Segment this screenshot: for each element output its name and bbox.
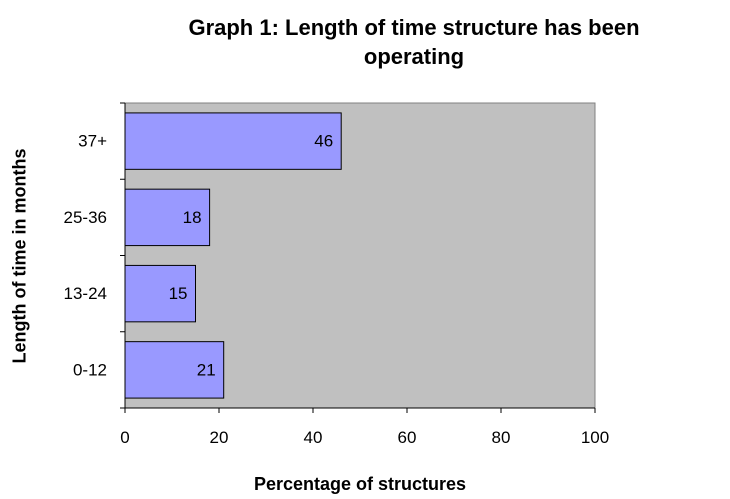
category-label-0-12: 0-12 xyxy=(73,360,107,379)
category-label-25-36: 25-36 xyxy=(64,208,107,227)
data-label-13-24: 15 xyxy=(169,284,188,303)
x-tick-label-0: 0 xyxy=(120,428,129,447)
chart-title: Graph 1: Length of time structure has be… xyxy=(98,13,730,71)
category-label-13-24: 13-24 xyxy=(64,284,107,303)
bar-13-24 xyxy=(124,264,196,323)
data-label-25-36: 18 xyxy=(183,208,202,227)
x-tick-label-60: 60 xyxy=(398,428,417,447)
bar-37+ xyxy=(124,112,342,170)
bar-25-36 xyxy=(124,188,211,247)
x-tick-label-40: 40 xyxy=(304,428,323,447)
x-tick-label-20: 20 xyxy=(210,428,229,447)
chart-title-line-2: operating xyxy=(363,44,465,69)
x-axis-label: Percentage of structures xyxy=(253,474,467,494)
bar-0-12 xyxy=(124,341,225,399)
data-label-0-12: 21 xyxy=(197,360,216,379)
x-tick-label-100: 100 xyxy=(581,428,609,447)
data-label-37+: 46 xyxy=(314,132,333,151)
chart-title-line-1: Graph 1: Length of time structure has be… xyxy=(188,15,640,40)
category-label-37+: 37+ xyxy=(78,132,107,151)
x-tick-label-80: 80 xyxy=(492,428,511,447)
